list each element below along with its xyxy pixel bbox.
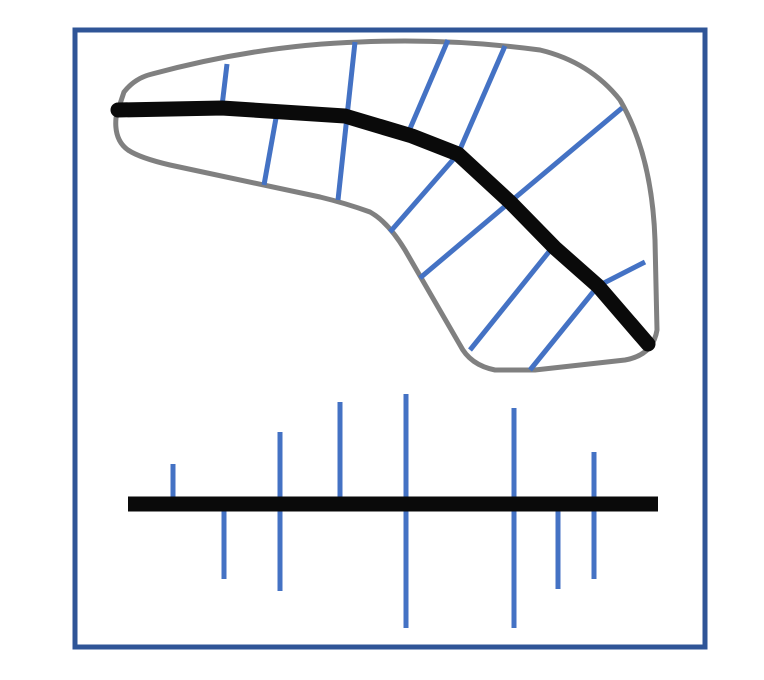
top-rib-10 <box>596 259 647 289</box>
top-rib-group <box>219 39 647 372</box>
outer-frame <box>72 27 708 650</box>
top-rib-5 <box>455 45 508 155</box>
top-rib-6 <box>388 152 460 234</box>
bottom-rib-group <box>170 394 597 628</box>
top-rib-8 <box>418 200 512 280</box>
top-rib-7 <box>508 106 624 204</box>
top-rib-4 <box>403 39 451 139</box>
top-rib-2 <box>261 117 279 186</box>
band-outline <box>113 38 660 373</box>
top-rib-1 <box>219 63 230 107</box>
band-centerline <box>110 100 656 352</box>
top-rib-11 <box>528 284 600 372</box>
top-rib-9 <box>468 246 554 352</box>
